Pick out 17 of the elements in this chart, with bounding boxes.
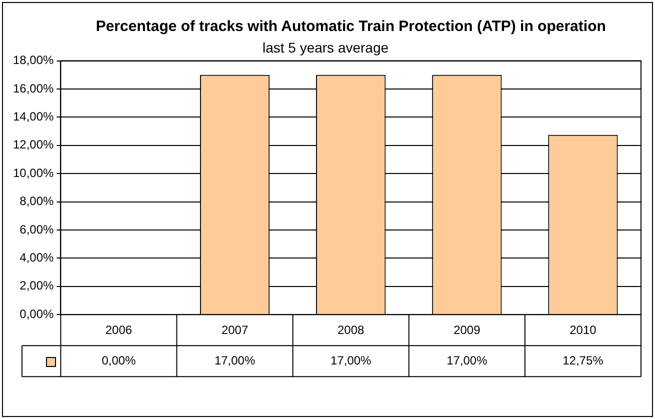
y-tick-label: 4,00% (20, 250, 54, 265)
y-tick-label: 2,00% (20, 278, 54, 293)
x-tick-label: 2008 (338, 323, 365, 338)
y-tick-label: 6,00% (20, 222, 54, 236)
x-tick-label: 2007 (221, 323, 248, 338)
chart-title: Percentage of tracks with Automatic Train Protection (ATP) in operation (96, 18, 606, 36)
y-tick-label: 16,00% (12, 81, 54, 96)
x-tick-label: 2006 (105, 323, 132, 338)
y-tick-label: 18,00% (12, 53, 54, 68)
y-tick-label: 10,00% (12, 166, 54, 180)
y-tick-label: 14,00% (12, 110, 54, 124)
y-tick-label: 8,00% (20, 194, 54, 208)
y-tick-label: 0,00% (20, 306, 54, 321)
chart-subtitle: last 5 years average (262, 39, 389, 56)
x-tick-label: 2010 (570, 323, 597, 338)
x-tick-label: 2009 (454, 323, 481, 338)
y-tick-label: 12,00% (12, 138, 54, 152)
